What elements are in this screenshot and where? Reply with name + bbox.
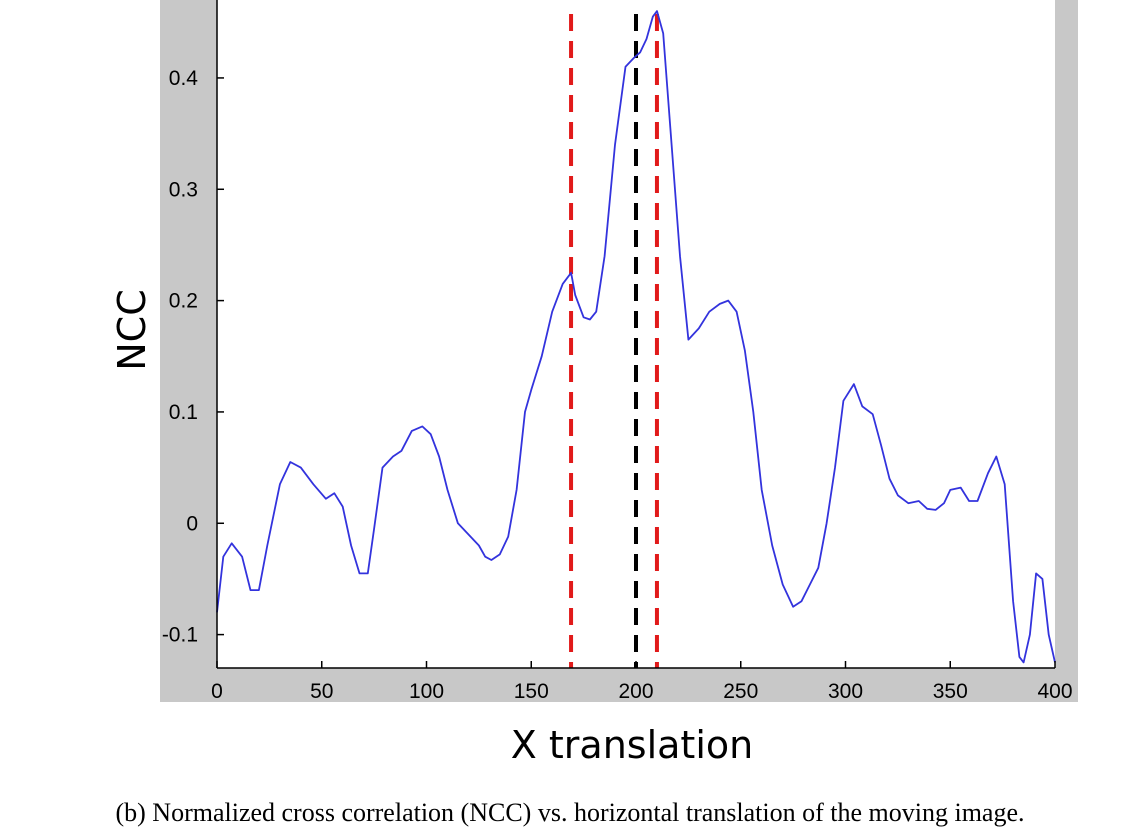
x-tick-label-300: 300 (828, 680, 863, 703)
y-tick-label-2: 0.1 (169, 401, 198, 424)
y-tick-label-5: 0.4 (169, 67, 199, 90)
x-tick-label-200: 200 (618, 680, 653, 703)
y-tick-label-4: 0.3 (169, 178, 198, 201)
x-tick-label-250: 250 (723, 680, 758, 703)
x-axis-label: X translation (510, 723, 754, 767)
x-tick-label-400: 400 (1037, 680, 1072, 703)
x-tick-label-100: 100 (409, 680, 444, 703)
y-axis-label: NCC (110, 289, 154, 371)
y-tick-label-1: 0 (186, 512, 198, 535)
x-tick-label-0: 0 (211, 680, 223, 703)
reference-lines (569, 14, 659, 668)
x-tick-label-150: 150 (514, 680, 549, 703)
series-layer (216, 10, 1056, 664)
figure-caption: (b) Normalized cross correlation (NCC) v… (115, 798, 1025, 827)
x-tick-label-50: 50 (310, 680, 333, 703)
x-tick-label-350: 350 (933, 680, 968, 703)
y-tick-label-0: -0.1 (162, 624, 198, 647)
y-tick-label-3: 0.2 (169, 290, 198, 313)
axes-layer: 0 50 100 150 200 250 300 350 400 -0.1 0 0.1 0.2 0.3 0.… (162, 0, 1073, 703)
series-line-0 (216, 10, 1056, 664)
